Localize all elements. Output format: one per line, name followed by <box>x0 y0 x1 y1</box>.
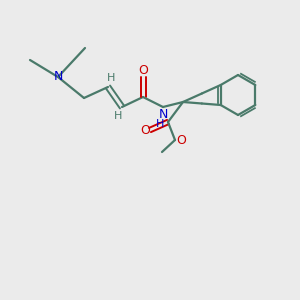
Text: N: N <box>53 70 63 83</box>
Text: H: H <box>156 119 164 129</box>
Text: O: O <box>176 134 186 146</box>
Text: N: N <box>158 109 168 122</box>
Text: H: H <box>107 73 115 83</box>
Text: O: O <box>138 64 148 76</box>
Text: O: O <box>140 124 150 136</box>
Text: H: H <box>114 111 122 121</box>
